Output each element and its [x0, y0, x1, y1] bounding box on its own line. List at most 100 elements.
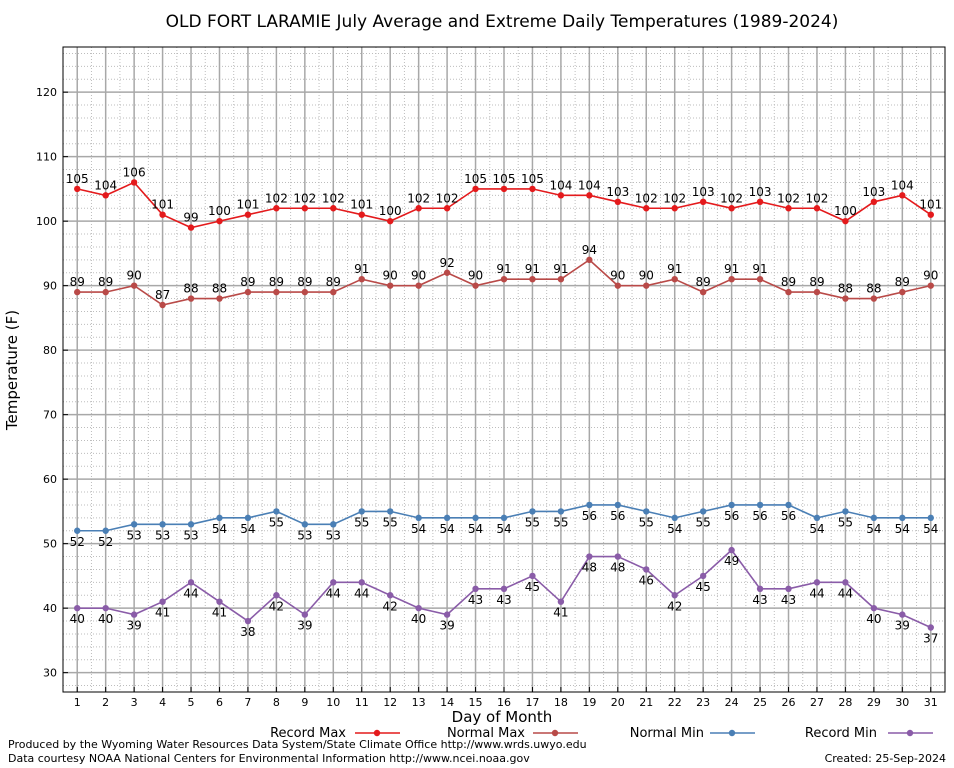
- series-normal-max: 89 89 90 87 88 88 89 89 89 89 91 90 90 92 90 91 91 91 94 90…: [70, 243, 938, 309]
- normal-min-data-label: 55: [553, 515, 568, 529]
- record-min-point: [813, 579, 821, 586]
- normal-min-data-label: 53: [326, 528, 341, 542]
- record-min-data-label: 42: [383, 599, 398, 613]
- normal-max-data-label: 88: [212, 282, 227, 296]
- record-min-point: [614, 553, 622, 560]
- normal-min-data-label: 55: [354, 515, 369, 529]
- record-min-data-label: 40: [411, 612, 426, 626]
- record-max-point: [102, 192, 109, 199]
- normal-max-point: [130, 282, 138, 289]
- record-max-data-label: 103: [749, 185, 772, 199]
- record-max-point: [529, 185, 536, 193]
- normal-min-point: [557, 508, 565, 515]
- record-min-point: [842, 579, 849, 586]
- x-tick-label: 20: [611, 696, 625, 709]
- normal-min-data-label: 53: [155, 528, 170, 542]
- normal-max-point: [586, 256, 593, 264]
- record-max-point: [586, 192, 593, 199]
- record-min-data-label: 43: [781, 593, 796, 607]
- legend-label-normal-max: Normal Max: [447, 726, 525, 741]
- y-tick-label: 50: [43, 538, 57, 551]
- y-tick-label: 70: [43, 409, 57, 422]
- normal-min-data-label: 56: [724, 509, 739, 523]
- record-min-data-label: 37: [923, 632, 938, 646]
- normal-min-point: [671, 514, 678, 522]
- record-min-point: [927, 624, 934, 631]
- y-tick-label: 120: [36, 86, 57, 99]
- x-tick-label: 18: [554, 696, 568, 709]
- normal-min-point: [813, 514, 821, 522]
- normal-min-data-label: 56: [610, 509, 625, 523]
- normal-max-data-label: 94: [582, 243, 597, 257]
- normal-max-point: [386, 282, 394, 289]
- x-tick-label: 9: [301, 696, 308, 709]
- x-tick-label: 4: [159, 696, 166, 709]
- normal-min-data-label: 54: [923, 522, 938, 536]
- record-min-data-label: 42: [667, 599, 682, 613]
- record-min-data-label: 45: [525, 580, 540, 594]
- record-min-point: [643, 566, 650, 573]
- record-min-point: [899, 611, 906, 618]
- normal-min-point: [500, 514, 508, 522]
- record-min-data-label: 44: [326, 586, 341, 600]
- normal-min-point: [244, 514, 252, 522]
- record-min-point: [102, 604, 109, 612]
- footer-created-date: Created: 25-Sep-2024: [824, 752, 946, 765]
- y-tick-label: 90: [43, 280, 57, 293]
- normal-max-data-label: 90: [383, 269, 398, 283]
- x-tick-label: 2: [102, 696, 109, 709]
- record-min-point: [74, 604, 81, 612]
- record-max-data-label: 103: [606, 185, 629, 199]
- record-max-point: [842, 217, 849, 225]
- record-min-point: [756, 585, 764, 592]
- x-tick-label: 14: [440, 696, 454, 709]
- x-tick-label: 29: [867, 696, 881, 709]
- normal-min-point: [386, 508, 394, 515]
- series: 105 104 106 101 99 100 101 102 102 102 101 100 102 10…: [66, 165, 942, 645]
- record-min-point: [415, 604, 422, 612]
- normal-max-point: [785, 288, 792, 296]
- normal-min-data-label: 55: [269, 515, 284, 529]
- record-max-point: [301, 205, 309, 212]
- normal-max-point: [330, 288, 337, 296]
- normal-max-data-label: 90: [126, 269, 141, 283]
- x-tick-label: 22: [668, 696, 682, 709]
- normal-min-point: [330, 521, 337, 528]
- x-tick-label: 27: [810, 696, 824, 709]
- record-min-point: [529, 572, 536, 580]
- record-min-point: [443, 611, 451, 618]
- normal-min-data-label: 54: [895, 522, 910, 536]
- record-max-data-label: 101: [151, 198, 174, 212]
- record-max-data-label: 103: [862, 185, 885, 199]
- record-max-point: [358, 211, 365, 218]
- record-max-point: [927, 211, 934, 218]
- record-min-point: [870, 604, 878, 612]
- normal-max-data-label: 90: [468, 269, 483, 283]
- record-max-point: [699, 198, 707, 205]
- x-axis-label: Day of Month: [452, 708, 553, 726]
- normal-max-data-label: 91: [724, 262, 739, 276]
- normal-min-data-label: 54: [496, 522, 511, 536]
- record-max-point: [415, 205, 422, 212]
- record-max-point: [728, 205, 735, 212]
- record-min-data-label: 39: [439, 619, 454, 633]
- record-max-point: [330, 205, 337, 212]
- x-tick-label: 28: [838, 696, 852, 709]
- normal-max-data-label: 88: [183, 282, 198, 296]
- normal-max-data-label: 89: [240, 275, 255, 289]
- y-tick-label: 40: [43, 602, 57, 615]
- x-tick-label: 31: [924, 696, 938, 709]
- normal-min-data-label: 52: [98, 535, 113, 549]
- normal-max-point: [74, 288, 81, 296]
- record-min-data-label: 44: [183, 586, 198, 600]
- normal-max-data-label: 91: [525, 262, 540, 276]
- record-min-data-label: 44: [838, 586, 853, 600]
- record-min-point: [557, 598, 565, 605]
- normal-max-data-label: 89: [269, 275, 284, 289]
- record-max-data-label: 102: [293, 191, 316, 205]
- record-min-point: [273, 592, 280, 599]
- normal-min-point: [415, 514, 422, 522]
- record-min-data-label: 41: [553, 606, 568, 620]
- x-tick-label: 25: [753, 696, 767, 709]
